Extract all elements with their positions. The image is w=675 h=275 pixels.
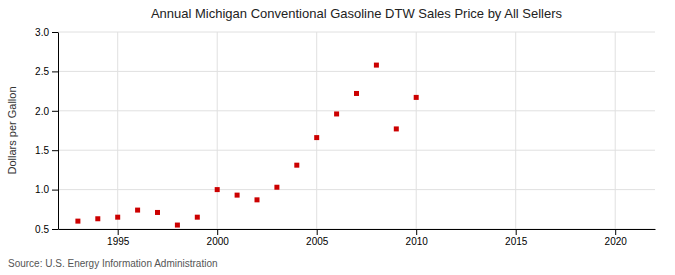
tick: 3.0 — [35, 27, 58, 38]
point — [95, 216, 100, 221]
point — [75, 219, 80, 224]
tick-label: 2020 — [605, 236, 628, 247]
grid-line — [58, 150, 655, 151]
tick-label: 2005 — [306, 236, 329, 247]
tick-label: 2.5 — [35, 66, 49, 77]
tick-mark — [118, 229, 119, 235]
grid-line — [58, 71, 655, 72]
point — [215, 187, 220, 192]
grid-line — [58, 189, 655, 190]
tick-label: 2010 — [406, 236, 429, 247]
grid-line — [58, 229, 655, 230]
tick-mark — [52, 190, 58, 191]
tick: 2.0 — [35, 106, 58, 117]
x-axis: 1995 2000 2005 2010 2015 2020 — [59, 229, 656, 247]
tick-mark — [52, 229, 58, 230]
point — [394, 126, 399, 131]
grid-line — [416, 32, 417, 229]
point — [235, 193, 240, 198]
grid — [58, 32, 655, 229]
point — [115, 215, 120, 220]
tick-mark — [615, 229, 616, 235]
grid-line — [117, 32, 118, 229]
tick-label: 1.5 — [35, 145, 49, 156]
title: Annual Michigan Conventional Gasoline DT… — [151, 6, 563, 21]
tick: 2.5 — [35, 66, 58, 77]
point — [155, 210, 160, 215]
tick-mark — [516, 229, 517, 235]
chart: 1995 2000 2005 2010 2015 2020 0.5 1.0 1.5 2.0 2.5 3… — [0, 0, 675, 275]
grid-line — [316, 32, 317, 229]
points — [75, 63, 418, 228]
y-axis: 0.5 1.0 1.5 2.0 2.5 3.0 — [35, 27, 58, 235]
grid-line — [217, 32, 218, 229]
tick: 2020 — [605, 229, 628, 247]
tick-mark — [317, 229, 318, 235]
axis-line — [59, 229, 656, 230]
axis-line — [58, 33, 59, 230]
plot: 1995 2000 2005 2010 2015 2020 0.5 1.0 1.5 2.0 2.5 3… — [35, 27, 655, 247]
grid-line — [58, 32, 655, 33]
point — [274, 185, 279, 190]
tick: 2015 — [505, 229, 528, 247]
annotation: Source: U.S. Energy Information Administ… — [8, 258, 218, 269]
tick-label: 2015 — [505, 236, 528, 247]
point — [314, 135, 319, 140]
tick-mark — [52, 71, 58, 72]
tick: 2005 — [306, 229, 329, 247]
tick: 1.5 — [35, 145, 58, 156]
point — [354, 91, 359, 96]
grid-line — [515, 32, 516, 229]
point — [374, 63, 379, 68]
tick-label: 0.5 — [35, 224, 49, 235]
point — [414, 95, 419, 100]
tick: 2000 — [207, 229, 230, 247]
grid-line — [615, 32, 616, 229]
tick-mark — [52, 111, 58, 112]
point — [135, 208, 140, 213]
point — [255, 197, 260, 202]
tick-label: 3.0 — [35, 27, 49, 38]
tick-mark — [416, 229, 417, 235]
tick-label: 1.0 — [35, 184, 49, 195]
tick: 0.5 — [35, 224, 58, 235]
point — [294, 163, 299, 168]
grid-line — [58, 110, 655, 111]
y-axis-title: Dollars per Gallon — [6, 86, 18, 174]
point — [195, 215, 200, 220]
tick-label: 2.0 — [35, 106, 49, 117]
tick-mark — [52, 32, 58, 33]
tick: 1995 — [107, 229, 130, 247]
tick-label: 2000 — [207, 236, 230, 247]
point — [334, 111, 339, 116]
tick: 1.0 — [35, 184, 58, 195]
tick-mark — [52, 150, 58, 151]
tick-mark — [217, 229, 218, 235]
point — [175, 223, 180, 228]
tick: 2010 — [406, 229, 429, 247]
tick-label: 1995 — [107, 236, 130, 247]
